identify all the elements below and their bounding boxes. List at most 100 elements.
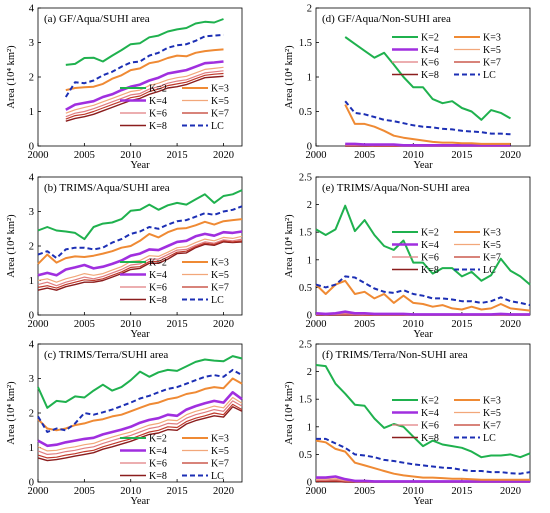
y-tick-label: 1.5 bbox=[299, 395, 312, 406]
y-tick-label: 1 bbox=[29, 107, 34, 118]
x-tick-label: 2015 bbox=[167, 319, 188, 330]
legend-label: K=7 bbox=[211, 459, 229, 470]
y-tick-label: 4 bbox=[29, 340, 35, 351]
x-tick-label: 2010 bbox=[403, 319, 424, 330]
x-tick-label: 2005 bbox=[74, 150, 95, 161]
x-tick-label: 2010 bbox=[120, 150, 141, 161]
x-tick-label: 2000 bbox=[28, 319, 49, 330]
legend-label: K=6 bbox=[421, 58, 439, 69]
y-tick-label: 2 bbox=[307, 200, 312, 211]
y-tick-label: 1 bbox=[307, 422, 312, 433]
x-tick-label: 2020 bbox=[500, 486, 521, 497]
y-tick-label: 0 bbox=[307, 311, 312, 322]
y-tick-label: 0 bbox=[29, 478, 34, 489]
panel-title: (f) TRIMS/Terra/Non-SUHI area bbox=[322, 349, 468, 361]
legend-label: LC bbox=[483, 433, 496, 444]
chart-panel-1: (a) GF/Aqua/SUHI area 2000 2005 2010 2015 202… bbox=[6, 4, 243, 171]
x-tick-label: 2015 bbox=[167, 150, 188, 161]
x-tick-label: 2020 bbox=[213, 319, 234, 330]
x-tick-label: 2010 bbox=[403, 150, 424, 161]
series-line-k7 bbox=[65, 72, 224, 120]
y-tick-label: 1 bbox=[307, 255, 312, 266]
y-axis-label: Area (10⁴ km²) bbox=[284, 214, 295, 278]
legend-label: K=2 bbox=[421, 396, 439, 407]
panel-title: (d) GF/Aqua/Non-SUHI area bbox=[322, 13, 451, 25]
legend-label: K=7 bbox=[211, 109, 229, 120]
x-tick-label: 2000 bbox=[28, 486, 49, 497]
panel-title: (e) TRIMS/Aqua/Non-SUHI area bbox=[322, 182, 470, 194]
x-tick-label: 2000 bbox=[28, 150, 49, 161]
legend-label: K=5 bbox=[483, 408, 501, 419]
y-tick-label: 2 bbox=[29, 409, 34, 420]
legend-label: K=7 bbox=[483, 58, 501, 69]
series-line-k3 bbox=[344, 104, 511, 145]
series-line-k5 bbox=[37, 235, 243, 283]
panel-title: (a) GF/Aqua/SUHI area bbox=[44, 13, 150, 25]
x-tick-label: 2010 bbox=[403, 486, 424, 497]
series-line-k6 bbox=[37, 400, 243, 455]
y-axis-label: Area (10⁴ km²) bbox=[284, 381, 295, 445]
y-tick-label: 1 bbox=[29, 443, 34, 454]
series-line-k4 bbox=[37, 230, 243, 277]
panel-title: (c) TRIMS/Terra/SUHI area bbox=[44, 349, 168, 361]
legend: K=2 K=3 K=4 K=5 K=6 K=7 K=8 LC bbox=[120, 258, 229, 306]
legend-label: K=3 bbox=[483, 33, 501, 44]
series-line-k4 bbox=[37, 390, 243, 448]
x-axis-label: Year bbox=[130, 329, 150, 340]
legend-label: K=5 bbox=[483, 45, 501, 56]
y-tick-label: 3 bbox=[29, 38, 34, 49]
legend-label: K=3 bbox=[483, 228, 501, 239]
legend-label: K=8 bbox=[421, 433, 439, 444]
x-tick-label: 2000 bbox=[306, 319, 327, 330]
y-tick-label: 2 bbox=[307, 367, 312, 378]
y-axis-label: Area (10⁴ km²) bbox=[284, 45, 295, 109]
x-axis-label: Year bbox=[130, 160, 150, 171]
legend-label: LC bbox=[211, 471, 224, 482]
y-tick-label: 2 bbox=[29, 242, 34, 253]
series-line-lc bbox=[37, 368, 243, 433]
legend-label: K=5 bbox=[483, 240, 501, 251]
x-tick-label: 2015 bbox=[451, 486, 472, 497]
legend-label: K=7 bbox=[211, 283, 229, 294]
y-axis-label: Area (10⁴ km²) bbox=[6, 45, 17, 109]
legend-label: K=8 bbox=[149, 121, 167, 132]
y-tick-label: 3 bbox=[29, 374, 34, 385]
legend-label: K=3 bbox=[483, 396, 501, 407]
x-tick-label: 2015 bbox=[451, 319, 472, 330]
series-line-k3 bbox=[315, 279, 531, 312]
series-line-k6 bbox=[37, 238, 243, 287]
series-line-k8 bbox=[37, 241, 243, 291]
legend-label: K=5 bbox=[211, 270, 229, 281]
legend-label: K=6 bbox=[421, 253, 439, 264]
series-line-k3 bbox=[65, 48, 224, 92]
legend-label: K=2 bbox=[421, 228, 439, 239]
x-tick-label: 2020 bbox=[213, 150, 234, 161]
y-tick-label: 0.5 bbox=[299, 107, 312, 118]
y-tick-label: 2 bbox=[307, 4, 312, 15]
series-line-k2 bbox=[65, 18, 224, 66]
legend-label: K=3 bbox=[211, 258, 229, 269]
x-axis-label: Year bbox=[413, 329, 433, 340]
legend-label: K=6 bbox=[421, 421, 439, 432]
x-tick-label: 2005 bbox=[354, 319, 375, 330]
x-tick-label: 2000 bbox=[306, 150, 327, 161]
y-tick-label: 1.5 bbox=[299, 38, 312, 49]
x-tick-label: 2010 bbox=[120, 486, 141, 497]
legend: K=2 K=3 K=4 K=5 K=6 K=7 K=8 LC bbox=[392, 396, 501, 444]
y-tick-label: 4 bbox=[29, 4, 35, 15]
series-line-k2 bbox=[315, 364, 531, 459]
legend-label: K=6 bbox=[149, 459, 167, 470]
legend-label: K=2 bbox=[149, 258, 167, 269]
series-line-k4 bbox=[315, 310, 530, 316]
x-tick-label: 2020 bbox=[500, 150, 521, 161]
y-tick-label: 0 bbox=[29, 142, 34, 153]
legend: K=2 K=3 K=4 K=5 K=6 K=7 K=8 LC bbox=[120, 84, 229, 132]
series-line-k7 bbox=[37, 403, 243, 459]
x-tick-label: 2020 bbox=[213, 486, 234, 497]
legend-label: K=6 bbox=[149, 283, 167, 294]
series-line-k3 bbox=[315, 439, 530, 481]
